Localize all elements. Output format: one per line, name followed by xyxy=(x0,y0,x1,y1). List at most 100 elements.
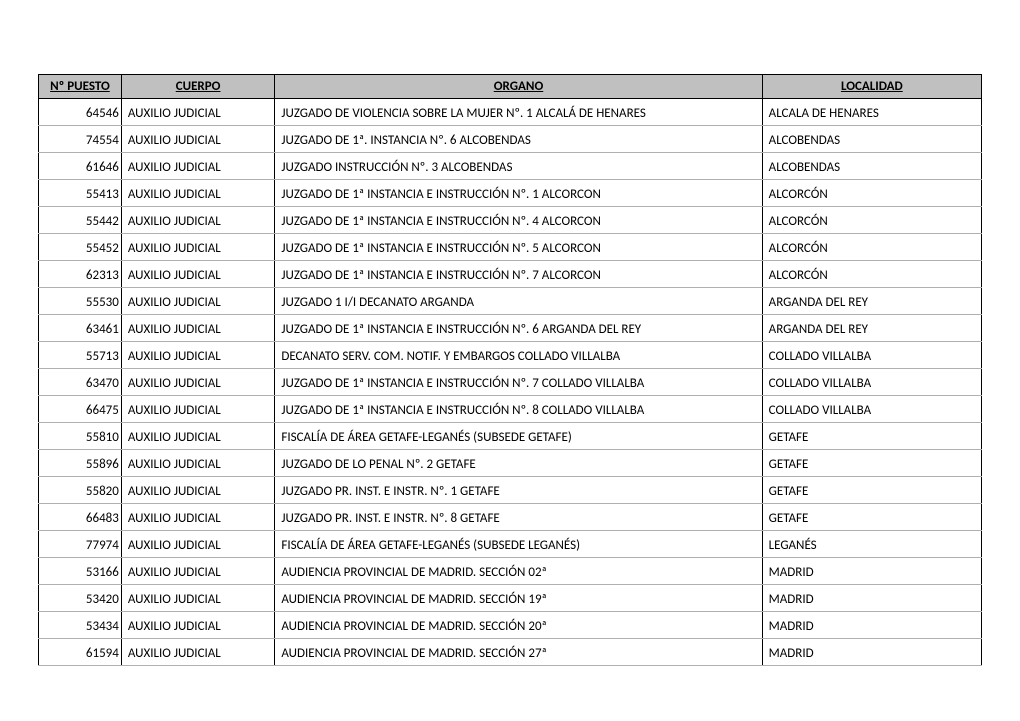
cell-cuerpo: AUXILIO JUDICIAL xyxy=(121,234,275,261)
cell-localidad: COLLADO VILLALBA xyxy=(762,396,981,423)
cell-puesto: 66483 xyxy=(39,504,122,531)
table-row: 64546AUXILIO JUDICIALJUZGADO DE VIOLENCI… xyxy=(39,99,982,126)
cell-organo: JUZGADO 1 I/I DECANATO ARGANDA xyxy=(275,288,762,315)
cell-puesto: 55713 xyxy=(39,342,122,369)
cell-cuerpo: AUXILIO JUDICIAL xyxy=(121,612,275,639)
table-row: 53420AUXILIO JUDICIALAUDIENCIA PROVINCIA… xyxy=(39,585,982,612)
col-header-organo: ORGANO xyxy=(275,75,762,99)
cell-cuerpo: AUXILIO JUDICIAL xyxy=(121,261,275,288)
cell-puesto: 55530 xyxy=(39,288,122,315)
cell-cuerpo: AUXILIO JUDICIAL xyxy=(121,315,275,342)
table-row: 55413AUXILIO JUDICIALJUZGADO DE 1ª INSTA… xyxy=(39,180,982,207)
table-row: 53434AUXILIO JUDICIALAUDIENCIA PROVINCIA… xyxy=(39,612,982,639)
cell-localidad: ALCOBENDAS xyxy=(762,126,981,153)
cell-cuerpo: AUXILIO JUDICIAL xyxy=(121,126,275,153)
cell-cuerpo: AUXILIO JUDICIAL xyxy=(121,477,275,504)
cell-cuerpo: AUXILIO JUDICIAL xyxy=(121,396,275,423)
cell-puesto: 55413 xyxy=(39,180,122,207)
cell-localidad: MADRID xyxy=(762,612,981,639)
cell-organo: JUZGADO DE VIOLENCIA SOBRE LA MUJER Nº. … xyxy=(275,99,762,126)
cell-puesto: 55810 xyxy=(39,423,122,450)
cell-organo: JUZGADO DE 1ª INSTANCIA E INSTRUCCIÓN Nº… xyxy=(275,180,762,207)
cell-puesto: 53420 xyxy=(39,585,122,612)
table-row: 55810AUXILIO JUDICIALFISCALÍA DE ÁREA GE… xyxy=(39,423,982,450)
cell-puesto: 62313 xyxy=(39,261,122,288)
cell-organo: AUDIENCIA PROVINCIAL DE MADRID. SECCIÓN … xyxy=(275,558,762,585)
cell-puesto: 61646 xyxy=(39,153,122,180)
table-body: 64546AUXILIO JUDICIALJUZGADO DE VIOLENCI… xyxy=(39,99,982,666)
table-row: 63470AUXILIO JUDICIALJUZGADO DE 1ª INSTA… xyxy=(39,369,982,396)
table-row: 53166AUXILIO JUDICIALAUDIENCIA PROVINCIA… xyxy=(39,558,982,585)
cell-organo: JUZGADO PR. INST. E INSTR. Nº. 8 GETAFE xyxy=(275,504,762,531)
cell-organo: JUZGADO DE LO PENAL Nº. 2 GETAFE xyxy=(275,450,762,477)
cell-cuerpo: AUXILIO JUDICIAL xyxy=(121,153,275,180)
cell-organo: JUZGADO DE 1ª INSTANCIA E INSTRUCCIÓN Nº… xyxy=(275,261,762,288)
cell-localidad: ALCORCÓN xyxy=(762,234,981,261)
cell-puesto: 55452 xyxy=(39,234,122,261)
cell-organo: JUZGADO DE 1ª INSTANCIA E INSTRUCCIÓN Nº… xyxy=(275,207,762,234)
table-row: 55896AUXILIO JUDICIALJUZGADO DE LO PENAL… xyxy=(39,450,982,477)
cell-localidad: ALCORCÓN xyxy=(762,180,981,207)
cell-organo: FISCALÍA DE ÁREA GETAFE-LEGANÉS (SUBSEDE… xyxy=(275,531,762,558)
col-header-localidad: LOCALIDAD xyxy=(762,75,981,99)
cell-localidad: GETAFE xyxy=(762,423,981,450)
cell-organo: DECANATO SERV. COM. NOTIF. Y EMBARGOS CO… xyxy=(275,342,762,369)
cell-puesto: 66475 xyxy=(39,396,122,423)
col-header-puesto: Nº PUESTO xyxy=(39,75,122,99)
cell-organo: JUZGADO PR. INST. E INSTR. Nº. 1 GETAFE xyxy=(275,477,762,504)
cell-cuerpo: AUXILIO JUDICIAL xyxy=(121,342,275,369)
cell-cuerpo: AUXILIO JUDICIAL xyxy=(121,531,275,558)
cell-cuerpo: AUXILIO JUDICIAL xyxy=(121,288,275,315)
cell-localidad: MADRID xyxy=(762,558,981,585)
table-row: 55452AUXILIO JUDICIALJUZGADO DE 1ª INSTA… xyxy=(39,234,982,261)
cell-localidad: GETAFE xyxy=(762,504,981,531)
table-row: 55442AUXILIO JUDICIALJUZGADO DE 1ª INSTA… xyxy=(39,207,982,234)
table-row: 77974AUXILIO JUDICIALFISCALÍA DE ÁREA GE… xyxy=(39,531,982,558)
cell-puesto: 55442 xyxy=(39,207,122,234)
cell-cuerpo: AUXILIO JUDICIAL xyxy=(121,423,275,450)
table-row: 61594AUXILIO JUDICIALAUDIENCIA PROVINCIA… xyxy=(39,639,982,666)
col-header-cuerpo: CUERPO xyxy=(121,75,275,99)
cell-cuerpo: AUXILIO JUDICIAL xyxy=(121,369,275,396)
cell-cuerpo: AUXILIO JUDICIAL xyxy=(121,585,275,612)
cell-localidad: ALCORCÓN xyxy=(762,207,981,234)
cell-cuerpo: AUXILIO JUDICIAL xyxy=(121,558,275,585)
cell-localidad: MADRID xyxy=(762,585,981,612)
table-row: 55530AUXILIO JUDICIALJUZGADO 1 I/I DECAN… xyxy=(39,288,982,315)
cell-localidad: COLLADO VILLALBA xyxy=(762,369,981,396)
cell-localidad: ARGANDA DEL REY xyxy=(762,315,981,342)
table-row: 74554AUXILIO JUDICIALJUZGADO DE 1ª. INST… xyxy=(39,126,982,153)
cell-puesto: 55896 xyxy=(39,450,122,477)
table-row: 66475AUXILIO JUDICIALJUZGADO DE 1ª INSTA… xyxy=(39,396,982,423)
cell-organo: AUDIENCIA PROVINCIAL DE MADRID. SECCIÓN … xyxy=(275,585,762,612)
cell-cuerpo: AUXILIO JUDICIAL xyxy=(121,450,275,477)
cell-puesto: 61594 xyxy=(39,639,122,666)
cell-puesto: 74554 xyxy=(39,126,122,153)
cell-localidad: ALCORCÓN xyxy=(762,261,981,288)
table-header: Nº PUESTO CUERPO ORGANO LOCALIDAD xyxy=(39,75,982,99)
cell-organo: JUZGADO DE 1ª. INSTANCIA Nº. 6 ALCOBENDA… xyxy=(275,126,762,153)
puestos-table: Nº PUESTO CUERPO ORGANO LOCALIDAD 64546A… xyxy=(38,74,982,666)
cell-puesto: 64546 xyxy=(39,99,122,126)
cell-localidad: ALCALA DE HENARES xyxy=(762,99,981,126)
cell-organo: AUDIENCIA PROVINCIAL DE MADRID. SECCIÓN … xyxy=(275,612,762,639)
cell-organo: JUZGADO DE 1ª INSTANCIA E INSTRUCCIÓN Nº… xyxy=(275,234,762,261)
cell-puesto: 63470 xyxy=(39,369,122,396)
cell-localidad: MADRID xyxy=(762,639,981,666)
cell-cuerpo: AUXILIO JUDICIAL xyxy=(121,180,275,207)
table-row: 63461AUXILIO JUDICIALJUZGADO DE 1ª INSTA… xyxy=(39,315,982,342)
cell-cuerpo: AUXILIO JUDICIAL xyxy=(121,99,275,126)
table-row: 66483AUXILIO JUDICIALJUZGADO PR. INST. E… xyxy=(39,504,982,531)
cell-organo: JUZGADO DE 1ª INSTANCIA E INSTRUCCIÓN Nº… xyxy=(275,396,762,423)
cell-localidad: GETAFE xyxy=(762,477,981,504)
cell-puesto: 53434 xyxy=(39,612,122,639)
cell-puesto: 63461 xyxy=(39,315,122,342)
cell-organo: FISCALÍA DE ÁREA GETAFE-LEGANÉS (SUBSEDE… xyxy=(275,423,762,450)
cell-organo: AUDIENCIA PROVINCIAL DE MADRID. SECCIÓN … xyxy=(275,639,762,666)
cell-organo: JUZGADO DE 1ª INSTANCIA E INSTRUCCIÓN Nº… xyxy=(275,369,762,396)
cell-puesto: 55820 xyxy=(39,477,122,504)
cell-cuerpo: AUXILIO JUDICIAL xyxy=(121,207,275,234)
cell-localidad: COLLADO VILLALBA xyxy=(762,342,981,369)
cell-localidad: ALCOBENDAS xyxy=(762,153,981,180)
table-row: 55713AUXILIO JUDICIALDECANATO SERV. COM.… xyxy=(39,342,982,369)
